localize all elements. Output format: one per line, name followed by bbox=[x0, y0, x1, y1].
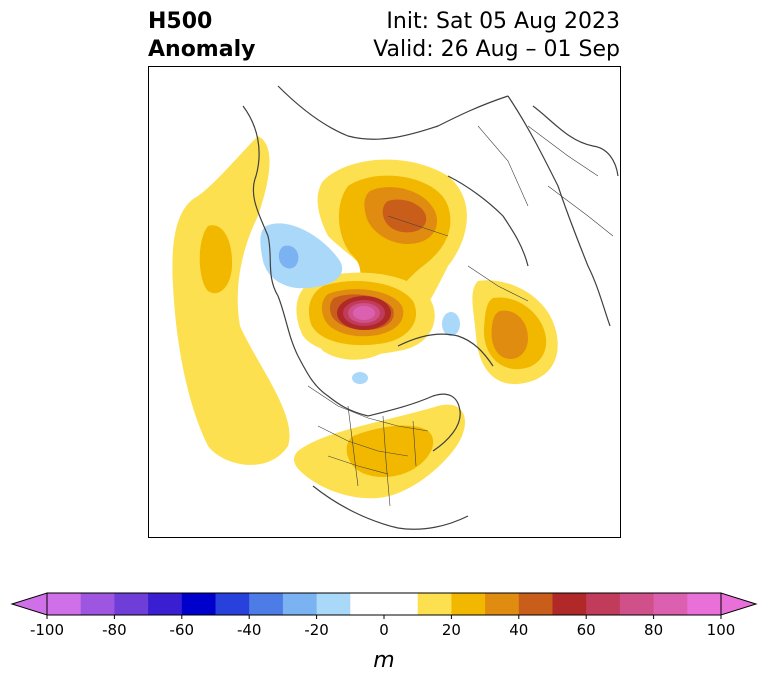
colorbar: -100 -80 -60 -40 -20 0 20 40 60 80 100 m bbox=[10, 592, 758, 673]
colorbar-segment bbox=[653, 593, 688, 615]
anomaly-siberia-50 bbox=[382, 199, 427, 233]
colorbar-segment bbox=[350, 593, 419, 615]
anomaly-pacific-30 bbox=[199, 225, 233, 294]
colorbar-segment bbox=[687, 593, 722, 615]
valid-range: Valid: 26 Aug – 01 Sep bbox=[373, 37, 620, 62]
colorbar-segment bbox=[47, 593, 82, 615]
colorbar-tick-label: -60 bbox=[170, 621, 195, 639]
map-title: H500 Anomaly bbox=[148, 8, 255, 64]
colorbar-tick-label: -40 bbox=[237, 621, 262, 639]
colorbar-segment bbox=[249, 593, 284, 615]
colorbar-segment bbox=[417, 593, 452, 615]
coastlines bbox=[242, 85, 619, 530]
colorbar-ticks: -100 -80 -60 -40 -20 0 20 40 60 80 100 bbox=[30, 615, 735, 639]
anomaly-europe-40 bbox=[491, 310, 528, 360]
colorbar-segment bbox=[80, 593, 115, 615]
colorbar-segment bbox=[485, 593, 520, 615]
political-borders bbox=[307, 125, 614, 507]
colorbar-segment bbox=[215, 593, 250, 615]
colorbar-segment bbox=[316, 593, 351, 615]
anomaly-pacific-20 bbox=[172, 136, 290, 465]
colorbar-tick-label: 40 bbox=[509, 621, 528, 639]
colorbar-segments bbox=[10, 592, 758, 616]
colorbar-tick-label: -20 bbox=[304, 621, 329, 639]
anomaly-canada-neg-20 bbox=[278, 245, 299, 269]
anomaly-arctic-90 bbox=[353, 306, 375, 320]
colorbar-tick-label: 80 bbox=[644, 621, 663, 639]
colorbar-segment bbox=[181, 593, 216, 615]
colorbar-segment bbox=[552, 593, 587, 615]
colorbar-extend-low bbox=[10, 592, 48, 616]
colorbar-segment bbox=[619, 593, 655, 615]
colorbar-segment bbox=[148, 593, 183, 615]
colorbar-segment bbox=[282, 593, 318, 615]
colorbar-extend-high bbox=[720, 592, 758, 616]
colorbar-tick-label: 20 bbox=[442, 621, 461, 639]
colorbar-tick-label: 100 bbox=[707, 621, 736, 639]
colorbar-tick-label: -100 bbox=[30, 621, 64, 639]
anomaly-atlantic-neg bbox=[442, 312, 460, 336]
colorbar-segment bbox=[114, 593, 149, 615]
colorbar-tick-label: 60 bbox=[577, 621, 596, 639]
anomaly-canada-neg-10 bbox=[260, 223, 343, 289]
colorbar-segment bbox=[451, 593, 486, 615]
colorbar-segment bbox=[518, 593, 553, 615]
colorbar-unit-label: m bbox=[373, 648, 394, 673]
title-variable: H500 bbox=[148, 9, 213, 34]
anomaly-us-30 bbox=[346, 425, 434, 478]
title-anomaly: Anomaly bbox=[148, 37, 256, 62]
colorbar-segment bbox=[586, 593, 621, 615]
init-date: Init: Sat 05 Aug 2023 bbox=[386, 9, 620, 34]
map-frame bbox=[148, 66, 621, 538]
colorbar-tick-label: -80 bbox=[102, 621, 127, 639]
map-subtitle: Init: Sat 05 Aug 2023 Valid: 26 Aug – 01… bbox=[373, 8, 620, 64]
colorbar-tick-label: 0 bbox=[379, 621, 389, 639]
anomaly-map bbox=[148, 66, 621, 538]
anomaly-hudson-neg bbox=[352, 372, 368, 384]
